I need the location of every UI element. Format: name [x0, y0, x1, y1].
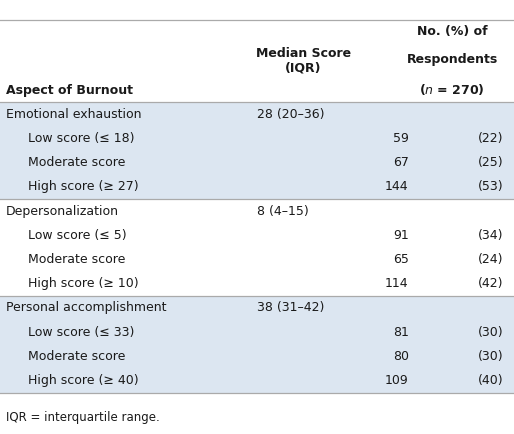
Text: 109: 109 [385, 374, 409, 387]
Bar [0, 223, 514, 247]
Text: High score (≥ 27): High score (≥ 27) [28, 180, 139, 193]
Bar [0, 368, 514, 393]
Text: 67: 67 [393, 156, 409, 169]
Bar [0, 20, 514, 102]
Text: Low score (≤ 5): Low score (≤ 5) [28, 229, 127, 242]
Text: Moderate score: Moderate score [28, 156, 125, 169]
Bar [0, 320, 514, 344]
Text: Emotional exhaustion: Emotional exhaustion [6, 108, 142, 121]
Text: 28 (20–36): 28 (20–36) [257, 108, 324, 121]
Bar [0, 175, 514, 199]
Bar [0, 393, 514, 434]
Text: (22): (22) [478, 132, 504, 145]
Text: 114: 114 [385, 277, 409, 290]
Text: (53): (53) [478, 180, 504, 193]
Text: (40): (40) [478, 374, 504, 387]
Text: Low score (≤ 18): Low score (≤ 18) [28, 132, 135, 145]
Text: 65: 65 [393, 253, 409, 266]
Bar [0, 151, 514, 174]
Bar [0, 102, 514, 126]
Text: Moderate score: Moderate score [28, 253, 125, 266]
Text: 80: 80 [393, 350, 409, 363]
Text: IQR = interquartile range.: IQR = interquartile range. [6, 411, 160, 424]
Text: High score (≥ 10): High score (≥ 10) [28, 277, 139, 290]
Text: 8 (4–15): 8 (4–15) [257, 204, 309, 217]
Bar [0, 126, 514, 151]
Text: 81: 81 [393, 326, 409, 339]
Bar [0, 272, 514, 296]
Text: 144: 144 [385, 180, 409, 193]
Bar [0, 247, 514, 272]
Text: High score (≥ 40): High score (≥ 40) [28, 374, 139, 387]
Text: (30): (30) [478, 350, 504, 363]
Text: Median Score
(IQR): Median Score (IQR) [255, 47, 351, 75]
Text: (30): (30) [478, 326, 504, 339]
Text: Aspect of Burnout: Aspect of Burnout [6, 84, 133, 97]
Text: (34): (34) [478, 229, 504, 242]
Bar [0, 296, 514, 320]
Text: (24): (24) [478, 253, 504, 266]
Text: Moderate score: Moderate score [28, 350, 125, 363]
Text: (42): (42) [478, 277, 504, 290]
Text: No. (%) of: No. (%) of [417, 25, 488, 38]
Text: 59: 59 [393, 132, 409, 145]
Bar [0, 344, 514, 368]
Text: (25): (25) [478, 156, 504, 169]
Text: Depersonalization: Depersonalization [6, 204, 119, 217]
Text: 91: 91 [393, 229, 409, 242]
Text: Personal accomplishment: Personal accomplishment [6, 302, 167, 315]
Text: Low score (≤ 33): Low score (≤ 33) [28, 326, 135, 339]
Text: ($n$ = 270): ($n$ = 270) [419, 82, 485, 97]
Text: Respondents: Respondents [407, 53, 498, 66]
Bar [0, 199, 514, 223]
Text: 38 (31–42): 38 (31–42) [257, 302, 324, 315]
